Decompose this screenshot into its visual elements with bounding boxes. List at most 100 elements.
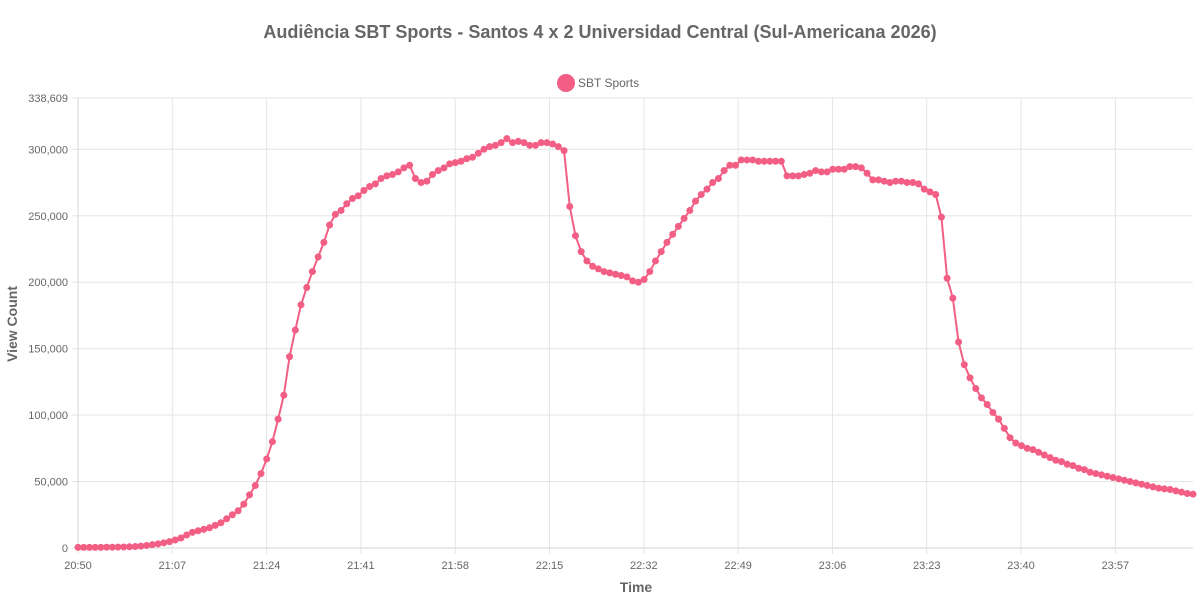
data-point[interactable] [114,543,122,551]
data-point[interactable] [509,139,517,147]
data-point[interactable] [503,135,511,143]
data-point[interactable] [834,165,842,173]
data-point[interactable] [531,141,539,149]
data-point[interactable] [91,543,99,551]
data-point[interactable] [1183,490,1191,498]
data-point[interactable] [394,168,402,176]
data-point[interactable] [366,183,374,191]
data-point[interactable] [1109,474,1117,482]
data-point[interactable] [686,206,694,214]
data-point[interactable] [286,353,294,361]
data-point[interactable] [680,214,688,222]
data-point[interactable] [852,163,860,171]
data-point[interactable] [703,185,711,193]
data-point[interactable] [429,171,437,179]
data-point[interactable] [829,165,837,173]
data-point[interactable] [583,257,591,265]
data-point[interactable] [566,202,574,210]
data-point[interactable] [417,179,425,187]
data-point[interactable] [634,278,642,286]
data-point[interactable] [697,190,705,198]
data-point[interactable] [1086,468,1094,476]
data-point[interactable] [629,277,637,285]
data-point[interactable] [972,385,980,393]
data-point[interactable] [577,248,585,256]
data-point[interactable] [840,165,848,173]
data-point[interactable] [280,391,288,399]
data-point[interactable] [1023,444,1031,452]
data-point[interactable] [949,294,957,302]
data-point[interactable] [348,194,356,202]
data-point[interactable] [194,527,202,535]
data-point[interactable] [606,269,614,277]
data-point[interactable] [125,543,133,551]
data-point[interactable] [240,500,248,508]
data-point[interactable] [383,172,391,180]
data-point[interactable] [749,156,757,164]
data-point[interactable] [777,157,785,165]
data-point[interactable] [817,168,825,176]
data-point[interactable] [463,155,471,163]
data-point[interactable] [406,161,414,169]
data-point[interactable] [589,262,597,270]
data-point[interactable] [611,270,619,278]
data-point[interactable] [165,538,173,546]
data-point[interactable] [543,139,551,147]
data-point[interactable] [869,176,877,184]
data-point[interactable] [400,164,408,172]
data-point[interactable] [937,213,945,221]
data-point[interactable] [343,200,351,208]
data-point[interactable] [1120,476,1128,484]
data-point[interactable] [652,257,660,265]
data-point[interactable] [674,222,682,230]
data-point[interactable] [823,168,831,176]
data-point[interactable] [206,524,214,532]
data-point[interactable] [1052,456,1060,464]
data-point[interactable] [360,187,368,195]
data-point[interactable] [960,361,968,369]
data-point[interactable] [663,238,671,246]
data-point[interactable] [108,543,116,551]
data-point[interactable] [846,163,854,171]
data-point[interactable] [920,185,928,193]
data-point[interactable] [388,171,396,179]
data-point[interactable] [1046,454,1054,462]
data-point[interactable] [794,172,802,180]
data-point[interactable] [491,141,499,149]
data-point[interactable] [1092,470,1100,478]
data-point[interactable] [326,221,334,229]
data-point[interactable] [303,284,311,292]
data-point[interactable] [554,143,562,151]
data-point[interactable] [863,169,871,177]
data-point[interactable] [1063,460,1071,468]
data-point[interactable] [594,265,602,273]
data-point[interactable] [1000,424,1008,432]
data-point[interactable] [789,172,797,180]
data-point[interactable] [440,164,448,172]
data-point[interactable] [720,167,728,175]
data-point[interactable] [737,156,745,164]
data-point[interactable] [571,232,579,240]
data-point[interactable] [760,157,768,165]
data-point[interactable] [234,507,242,515]
data-point[interactable] [423,177,431,185]
data-point[interactable] [1160,485,1168,493]
data-point[interactable] [1012,439,1020,447]
data-point[interactable] [892,177,900,185]
data-point[interactable] [85,543,93,551]
data-point[interactable] [880,177,888,185]
data-point[interactable] [714,175,722,183]
data-point[interactable] [617,272,625,280]
data-point[interactable] [875,176,883,184]
data-point[interactable] [1017,442,1025,450]
data-point[interactable] [1166,486,1174,494]
data-point[interactable] [451,159,459,167]
data-point[interactable] [160,539,168,547]
data-point[interactable] [354,192,362,200]
data-point[interactable] [726,161,734,169]
data-point[interactable] [97,543,105,551]
data-point[interactable] [1138,480,1146,488]
data-point[interactable] [1080,466,1088,474]
data-point[interactable] [74,543,82,551]
data-point[interactable] [131,543,139,551]
